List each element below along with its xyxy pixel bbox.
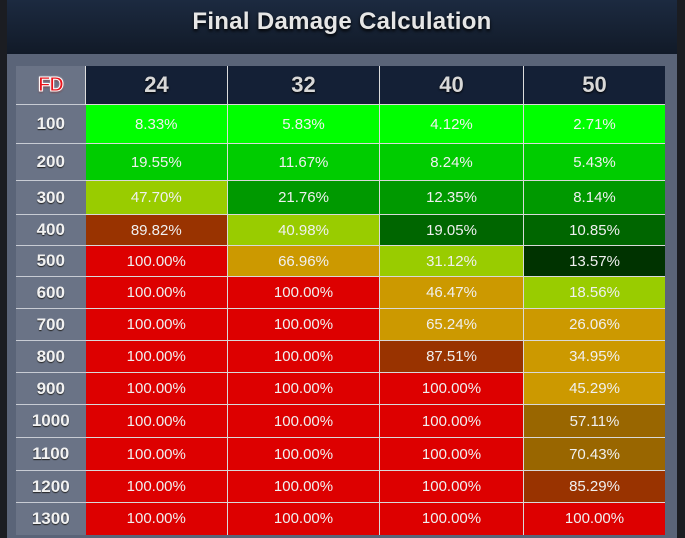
damage-cell: 100.00% <box>85 404 228 438</box>
damage-cell: 65.24% <box>379 308 524 341</box>
damage-cell: 19.05% <box>379 214 524 246</box>
column-header: 50 <box>523 66 665 105</box>
row-header-fd: 1100 <box>16 437 86 471</box>
damage-cell: 8.14% <box>523 180 665 215</box>
damage-cell: 100.00% <box>85 340 228 373</box>
table-row: 500 100.00% 66.96% 31.12% 13.57% <box>16 245 665 277</box>
damage-cell: 100.00% <box>379 470 524 503</box>
header-row: FD 24 32 40 50 <box>16 66 665 105</box>
damage-cell: 100.00% <box>85 308 228 341</box>
damage-cell: 100.00% <box>379 437 524 471</box>
table-row: 1200 100.00% 100.00% 100.00% 85.29% <box>16 470 665 503</box>
damage-cell: 100.00% <box>227 470 380 503</box>
damage-table: FD 24 32 40 50 100 8.33% 5.83% 4.12% 2.71% 20… <box>16 66 665 535</box>
table-row: 1100 100.00% 100.00% 100.00% 70.43% <box>16 437 665 471</box>
table-row: 200 19.55% 11.67% 8.24% 5.43% <box>16 143 665 181</box>
table-row: 100 8.33% 5.83% 4.12% 2.71% <box>16 104 665 144</box>
damage-cell: 19.55% <box>85 143 228 181</box>
damage-cell: 34.95% <box>523 340 665 373</box>
table-row: 700 100.00% 100.00% 65.24% 26.06% <box>16 308 665 341</box>
damage-cell: 46.47% <box>379 276 524 309</box>
table-row: 900 100.00% 100.00% 100.00% 45.29% <box>16 372 665 405</box>
damage-cell: 18.56% <box>523 276 665 309</box>
damage-cell: 100.00% <box>85 276 228 309</box>
table-row: 600 100.00% 100.00% 46.47% 18.56% <box>16 276 665 309</box>
table-row: 1000 100.00% 100.00% 100.00% 57.11% <box>16 404 665 438</box>
table-row: 300 47.70% 21.76% 12.35% 8.14% <box>16 180 665 215</box>
damage-cell: 40.98% <box>227 214 380 246</box>
damage-cell: 13.57% <box>523 245 665 277</box>
fd-corner: FD <box>16 66 86 105</box>
row-header-fd: 1200 <box>16 470 86 503</box>
row-header-fd: 500 <box>16 245 86 277</box>
damage-cell: 100.00% <box>379 502 524 535</box>
damage-cell: 2.71% <box>523 104 665 144</box>
row-header-fd: 400 <box>16 214 86 246</box>
column-header: 24 <box>85 66 228 105</box>
damage-cell: 100.00% <box>227 308 380 341</box>
damage-cell: 10.85% <box>523 214 665 246</box>
row-header-fd: 700 <box>16 308 86 341</box>
damage-cell: 4.12% <box>379 104 524 144</box>
damage-cell: 100.00% <box>227 404 380 438</box>
row-header-fd: 300 <box>16 180 86 215</box>
row-header-fd: 600 <box>16 276 86 309</box>
damage-cell: 8.33% <box>85 104 228 144</box>
damage-cell: 66.96% <box>227 245 380 277</box>
table-row: 800 100.00% 100.00% 87.51% 34.95% <box>16 340 665 373</box>
damage-cell: 100.00% <box>227 372 380 405</box>
damage-cell: 89.82% <box>85 214 228 246</box>
column-header: 32 <box>227 66 380 105</box>
damage-cell: 11.67% <box>227 143 380 181</box>
damage-cell: 85.29% <box>523 470 665 503</box>
damage-cell: 57.11% <box>523 404 665 438</box>
damage-cell: 100.00% <box>85 245 228 277</box>
damage-cell: 45.29% <box>523 372 665 405</box>
damage-cell: 100.00% <box>227 437 380 471</box>
table-frame: FD 24 32 40 50 100 8.33% 5.83% 4.12% 2.71% 20… <box>7 54 677 538</box>
damage-cell: 31.12% <box>379 245 524 277</box>
row-header-fd: 1300 <box>16 502 86 535</box>
damage-cell: 5.83% <box>227 104 380 144</box>
damage-cell: 70.43% <box>523 437 665 471</box>
damage-cell: 100.00% <box>227 340 380 373</box>
table-row: 1300 100.00% 100.00% 100.00% 100.00% <box>16 502 665 535</box>
damage-panel: Final Damage Calculation FD 24 32 40 50 … <box>7 0 677 538</box>
damage-cell: 100.00% <box>379 372 524 405</box>
row-header-fd: 900 <box>16 372 86 405</box>
row-header-fd: 200 <box>16 143 86 181</box>
damage-cell: 26.06% <box>523 308 665 341</box>
damage-cell: 21.76% <box>227 180 380 215</box>
damage-cell: 5.43% <box>523 143 665 181</box>
row-header-fd: 100 <box>16 104 86 144</box>
damage-cell: 47.70% <box>85 180 228 215</box>
damage-cell: 100.00% <box>227 502 380 535</box>
panel-title: Final Damage Calculation <box>192 8 492 35</box>
fd-badge: FD <box>38 73 65 96</box>
damage-cell: 12.35% <box>379 180 524 215</box>
table-row: 400 89.82% 40.98% 19.05% 10.85% <box>16 214 665 246</box>
damage-cell: 100.00% <box>523 502 665 535</box>
damage-cell: 100.00% <box>85 372 228 405</box>
damage-cell: 100.00% <box>227 276 380 309</box>
title-bar: Final Damage Calculation <box>7 0 677 54</box>
damage-cell: 8.24% <box>379 143 524 181</box>
column-header: 40 <box>379 66 524 105</box>
damage-cell: 100.00% <box>85 502 228 535</box>
row-header-fd: 1000 <box>16 404 86 438</box>
damage-cell: 100.00% <box>85 437 228 471</box>
row-header-fd: 800 <box>16 340 86 373</box>
damage-cell: 100.00% <box>85 470 228 503</box>
damage-cell: 87.51% <box>379 340 524 373</box>
damage-cell: 100.00% <box>379 404 524 438</box>
